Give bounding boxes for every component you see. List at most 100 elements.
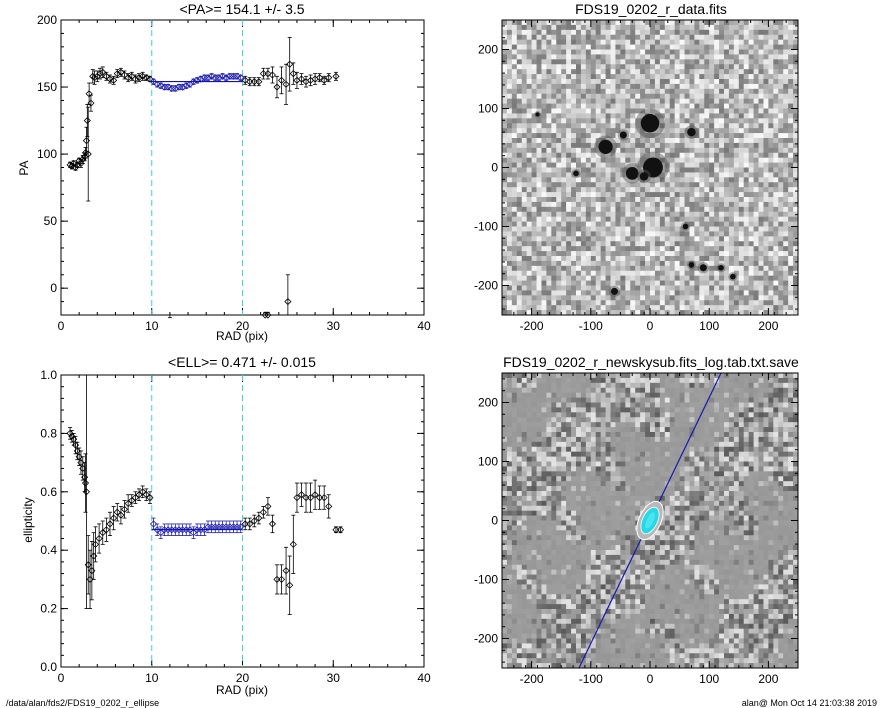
img1-pixel [738, 69, 745, 75]
img1-pixel [788, 93, 794, 100]
img1-pixel [566, 103, 572, 109]
img1-pixel [536, 260, 542, 267]
img1-pixel [669, 103, 676, 109]
img1-pixel [758, 295, 764, 301]
img2-pixel [521, 623, 528, 630]
img1-pixel [576, 236, 582, 242]
img1-pixel [516, 157, 523, 164]
img1-pixel [546, 197, 552, 203]
img2-pixel [506, 402, 513, 408]
img1-pixel [758, 118, 764, 124]
img1-pixel [615, 197, 621, 203]
img1-pixel [768, 88, 774, 95]
img1-pixel [521, 108, 528, 114]
img1-pixel [778, 49, 784, 55]
img1-pixel [640, 54, 646, 60]
img1-pixel [719, 118, 725, 124]
img1-pixel [620, 54, 626, 60]
img1-pixel [763, 147, 769, 154]
img1-pixel [536, 152, 542, 159]
img1-pixel [724, 300, 730, 306]
img1-pixel [758, 285, 764, 291]
img1-source [682, 223, 689, 230]
img1-pixel [576, 216, 582, 223]
img1-pixel [561, 187, 567, 193]
img2-pixel [502, 500, 508, 507]
img1-pixel [526, 98, 533, 105]
img1-pixel [630, 142, 636, 149]
img1-pixel [659, 270, 666, 277]
img1-pixel [551, 113, 557, 119]
pa-outer-point [264, 70, 272, 78]
img1-pixel [566, 260, 572, 267]
img1-pixel [709, 280, 715, 286]
img1-pixel [733, 54, 740, 60]
img1-pixel [778, 79, 784, 85]
img1-pixel [551, 39, 557, 46]
img1-pixel [714, 24, 720, 31]
img1-pixel [694, 29, 700, 36]
img1-pixel [521, 241, 528, 247]
img1-pixel [674, 216, 681, 223]
img1-pixel [733, 118, 740, 124]
img1-pixel [788, 265, 794, 272]
img1-pixel [778, 177, 784, 183]
img1-pixel [556, 270, 562, 277]
img1-pixel [743, 305, 750, 311]
img1-pixel [610, 260, 616, 267]
img1-pixel [615, 83, 621, 90]
img1-pixel [531, 88, 538, 95]
img1-pixel [630, 211, 636, 218]
img1-pixel [576, 88, 582, 95]
img1-pixel [600, 79, 607, 85]
img1-pixel [561, 305, 567, 311]
img1-pixel [536, 64, 542, 70]
img1-pixel [689, 118, 695, 124]
img1-pixel [664, 69, 671, 75]
img2-pixel [506, 569, 513, 576]
img1-pixel [580, 221, 587, 227]
img1-pixel [684, 29, 690, 36]
img1-pixel [502, 192, 508, 198]
img1-pixel [679, 49, 686, 55]
img1-pixel [610, 201, 616, 208]
img1-pixel [561, 29, 567, 36]
img1-pixel [561, 103, 567, 109]
img1-pixel [635, 59, 641, 65]
img1-pixel [684, 265, 690, 272]
img1-pixel [516, 300, 523, 306]
img1-pixel [506, 128, 513, 134]
img1-pixel [566, 74, 572, 80]
img1-pixel [551, 138, 557, 144]
img1-pixel [659, 20, 666, 26]
img1-pixel [664, 192, 671, 198]
img1-pixel [788, 206, 794, 213]
img1-pixel [738, 59, 745, 65]
img1-pixel [630, 226, 636, 232]
img1-pixel [773, 260, 779, 267]
img1-pixel [768, 64, 774, 70]
img1-pixel [526, 118, 533, 124]
img1-pixel [728, 295, 735, 301]
img1-pixel [541, 290, 547, 296]
pa-point [99, 68, 107, 76]
img1-pixel [778, 138, 784, 144]
img1-pixel [650, 54, 656, 60]
img1-pixel [531, 133, 538, 139]
img1-pixel [605, 88, 612, 95]
img1-pixel [650, 290, 656, 296]
img1-pixel [600, 280, 607, 286]
img1-pixel [580, 98, 587, 105]
img1-pixel [556, 152, 562, 159]
img2-pixel [511, 604, 518, 610]
img2-pixel [506, 613, 513, 620]
img1-pixel [724, 128, 730, 134]
img1-pixel [778, 44, 784, 50]
img1-pixel [664, 201, 671, 208]
img1-pixel [709, 310, 715, 315]
img1-pixel [659, 221, 666, 227]
img1-pixel [738, 241, 745, 247]
img1-pixel [724, 88, 730, 95]
img1-pixel [580, 59, 587, 65]
img1-pixel [758, 182, 764, 188]
